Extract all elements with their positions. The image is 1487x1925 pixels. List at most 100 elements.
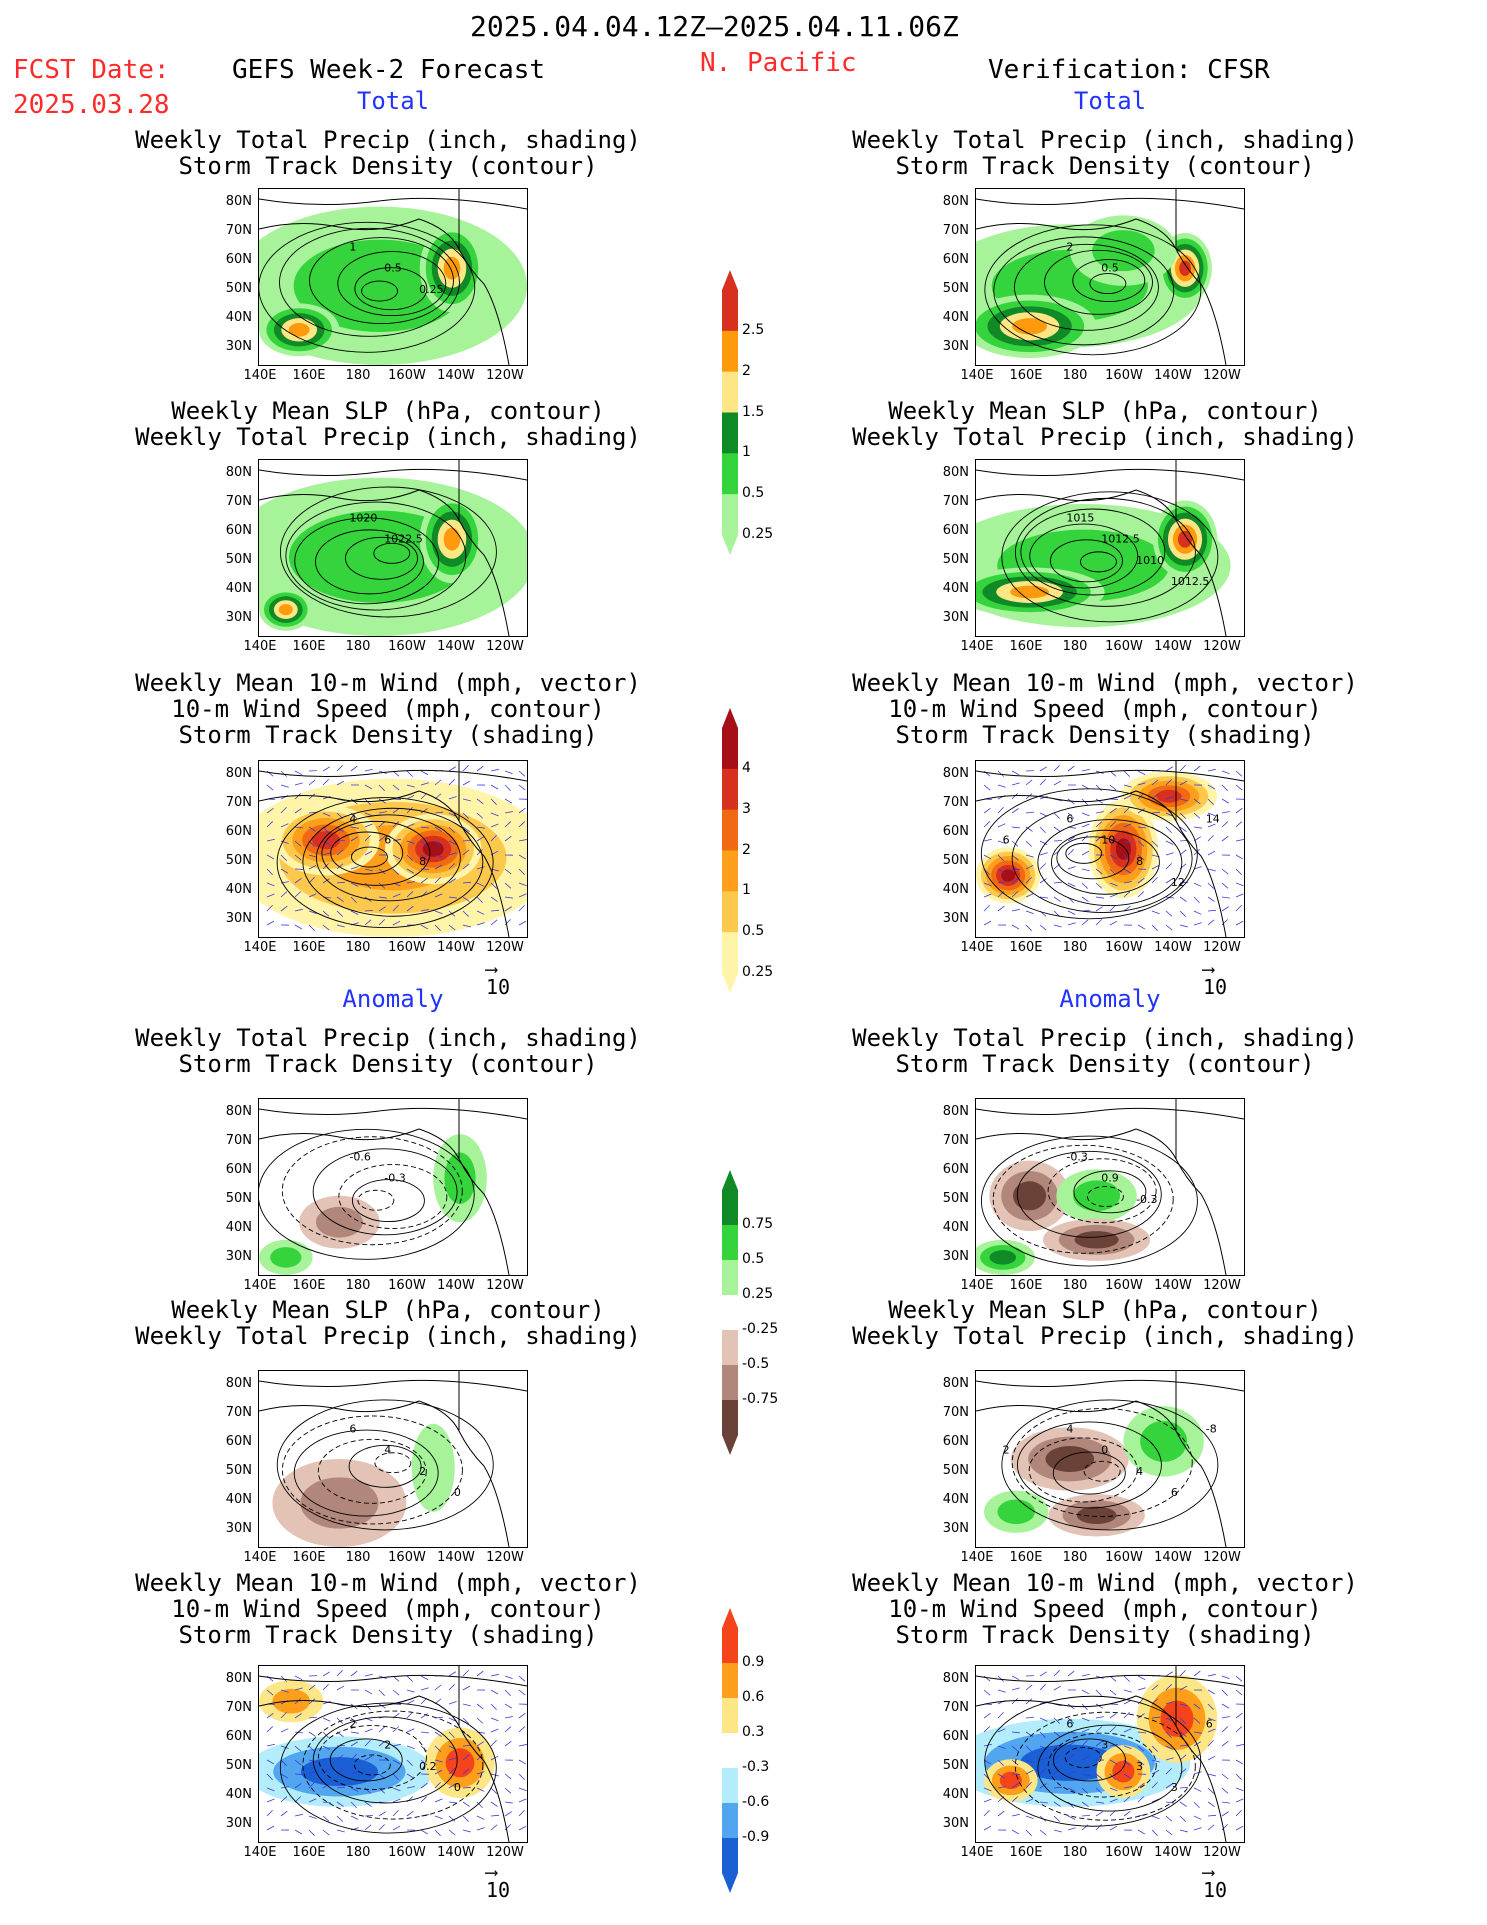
lat-tick-label: 60N	[942, 523, 969, 538]
wind-vector	[1137, 1731, 1146, 1734]
wind-vector	[378, 896, 387, 899]
colorbar	[722, 270, 738, 555]
lat-tick-label: 60N	[942, 1434, 969, 1449]
colorbar-bottom-arrow	[722, 1873, 738, 1893]
wind-vector	[1095, 1773, 1103, 1780]
colorbar-segment	[722, 932, 738, 974]
panel-title-line: 10-m Wind Speed (mph, contour)	[171, 695, 605, 723]
wind-vector	[1067, 922, 1076, 926]
wind-vector	[280, 823, 289, 828]
lon-tick-label: 160E	[292, 368, 326, 383]
wind-vector	[983, 920, 992, 926]
lat-tick-label: 70N	[942, 795, 969, 810]
wind-vector	[294, 908, 303, 912]
panel-title-line: 10-m Wind Speed (mph, contour)	[888, 1595, 1322, 1623]
contour-line	[353, 1754, 391, 1776]
colorbar-segment	[722, 1400, 738, 1436]
wind-vector	[1235, 1712, 1243, 1719]
wind-vector	[448, 896, 457, 899]
colorbar-label: 0.5	[742, 923, 765, 940]
wind-vector	[308, 1698, 316, 1705]
lat-tick-label: 80N	[225, 1671, 252, 1686]
lon-tick-label: 140E	[960, 940, 994, 955]
contour-line	[259, 221, 476, 353]
wind-vector	[490, 1703, 497, 1710]
panel-title-line: 10-m Wind Speed (mph, contour)	[888, 695, 1322, 723]
shade-region	[1073, 1180, 1121, 1212]
wind-vector	[364, 1801, 372, 1807]
wind-vector	[1039, 766, 1048, 772]
lon-tick-label: 140E	[960, 368, 994, 383]
coastline	[976, 1666, 1244, 1842]
shade-region	[1156, 789, 1182, 803]
lon-tick-label: 140E	[243, 639, 277, 654]
wind-vector	[350, 836, 358, 842]
wind-vector	[490, 768, 499, 772]
wind-vector	[1053, 881, 1062, 884]
wind-vector	[1179, 896, 1187, 902]
wind-vector	[1207, 882, 1215, 889]
contour-line	[1089, 273, 1127, 295]
wind-vector	[1081, 812, 1090, 817]
wind-vector	[280, 840, 289, 844]
contour-line	[317, 1438, 427, 1504]
wind-vector	[420, 1675, 429, 1680]
wind-vector	[266, 784, 274, 791]
wind-vector	[1053, 1829, 1062, 1833]
wind-vector	[1207, 1703, 1214, 1710]
wind-vector	[1011, 1731, 1020, 1734]
contour-label: 0	[1101, 1444, 1108, 1457]
wind-vector	[420, 1759, 428, 1766]
wind-vector	[294, 770, 303, 776]
colorbar-label: 1	[742, 444, 751, 461]
wind-vector	[1123, 905, 1131, 912]
wind-vector	[1151, 864, 1160, 870]
map-panel: 1 0.5 0.25	[258, 188, 528, 366]
colorbar-label: -0.5	[742, 1356, 770, 1372]
wind-vector	[1081, 910, 1091, 912]
contour-line	[1044, 249, 1153, 315]
wind-vector	[1151, 1781, 1158, 1789]
wind-vector	[1151, 1684, 1159, 1691]
wind-vector	[1179, 1786, 1189, 1789]
wind-vector	[434, 1815, 443, 1820]
wind-vector	[983, 905, 990, 912]
map-panel: 1020 1022.5	[258, 459, 528, 637]
wind-vector	[1025, 924, 1032, 931]
wind-vector	[350, 1771, 359, 1775]
wind-vector	[1165, 1671, 1173, 1677]
wind-vector	[1165, 1731, 1172, 1739]
wind-vector	[983, 821, 991, 828]
colorbar-segment	[722, 1330, 738, 1366]
wind-vector	[462, 924, 471, 928]
wind-vector	[1207, 798, 1214, 805]
wind-vector	[336, 1815, 344, 1822]
wind-vector	[336, 849, 344, 856]
panel-title-line: Weekly Total Precip (inch, shading)	[852, 1024, 1358, 1052]
wind-vector	[1165, 1768, 1172, 1775]
wind-vector	[518, 1675, 526, 1682]
wind-vector	[280, 891, 288, 898]
wind-vector	[1053, 1815, 1061, 1822]
wind-vector	[266, 854, 275, 860]
wind-vector	[504, 811, 513, 814]
wind-vector	[1193, 798, 1201, 805]
lon-tick-label: 160E	[292, 1550, 326, 1565]
wind-vector	[1137, 1687, 1146, 1691]
panel-title-line: Weekly Mean SLP (hPa, contour)	[888, 1296, 1322, 1324]
wind-vector	[420, 909, 429, 912]
map-plot: 1015 1012.5 1010 1012.5	[976, 460, 1244, 636]
panel-title-line: Storm Track Density (shading)	[178, 721, 598, 749]
wind-vector	[1081, 1728, 1090, 1733]
wind-vector	[322, 779, 329, 786]
wind-vector	[490, 1739, 497, 1747]
wind-vector	[1179, 1731, 1187, 1737]
wind-vector	[518, 1726, 526, 1733]
lon-tick-label: 160W	[388, 1550, 426, 1565]
wind-vector	[490, 919, 498, 926]
wind-vector	[997, 1759, 1004, 1766]
wind-vector	[997, 1675, 1004, 1682]
lat-tick-label: 60N	[225, 1434, 252, 1449]
wind-vector	[266, 770, 274, 777]
wind-vector	[1193, 1731, 1202, 1734]
